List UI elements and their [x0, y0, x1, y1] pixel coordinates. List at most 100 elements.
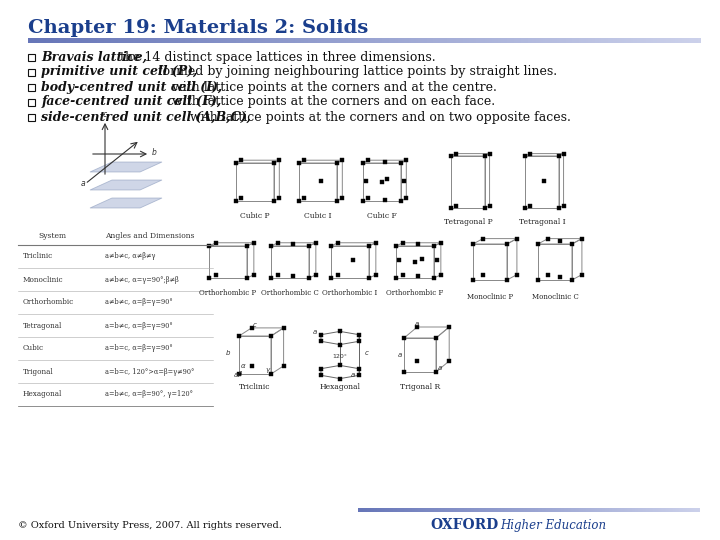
- Bar: [379, 38, 382, 43]
- Bar: [400, 508, 402, 512]
- Bar: [183, 38, 185, 43]
- Bar: [140, 38, 143, 43]
- Bar: [543, 38, 546, 43]
- Bar: [415, 38, 418, 43]
- Bar: [545, 508, 546, 512]
- Bar: [319, 38, 322, 43]
- Bar: [385, 508, 387, 512]
- Bar: [633, 38, 636, 43]
- Bar: [46, 38, 49, 43]
- Bar: [510, 508, 513, 512]
- Bar: [588, 38, 590, 43]
- Bar: [304, 38, 306, 43]
- Text: Orthorhombic: Orthorhombic: [23, 299, 74, 307]
- Bar: [487, 508, 488, 512]
- Bar: [578, 508, 580, 512]
- Bar: [494, 508, 495, 512]
- Polygon shape: [90, 162, 162, 172]
- Bar: [554, 38, 557, 43]
- Text: with lattice points at the corners and on two opposite faces.: with lattice points at the corners and o…: [186, 111, 572, 124]
- Bar: [328, 38, 331, 43]
- Bar: [117, 38, 120, 43]
- Bar: [432, 508, 433, 512]
- Bar: [573, 508, 575, 512]
- Bar: [149, 38, 152, 43]
- Bar: [590, 38, 593, 43]
- Bar: [420, 38, 423, 43]
- Bar: [44, 38, 46, 43]
- Text: with lattice points at the corners and on each face.: with lattice points at the corners and o…: [168, 96, 495, 109]
- Bar: [408, 508, 410, 512]
- Bar: [430, 508, 431, 512]
- Bar: [395, 508, 396, 512]
- Bar: [680, 38, 683, 43]
- Bar: [125, 38, 127, 43]
- Bar: [548, 38, 550, 43]
- Text: 120°: 120°: [333, 354, 348, 359]
- Bar: [174, 38, 176, 43]
- Bar: [647, 38, 649, 43]
- Bar: [655, 38, 658, 43]
- Bar: [485, 508, 486, 512]
- Bar: [655, 508, 657, 512]
- Bar: [675, 508, 677, 512]
- Bar: [566, 38, 568, 43]
- Text: a=b≠c, α=β=γ=90°: a=b≠c, α=β=γ=90°: [105, 321, 173, 329]
- Bar: [434, 508, 436, 512]
- Bar: [440, 38, 443, 43]
- Bar: [508, 508, 509, 512]
- Bar: [608, 508, 609, 512]
- Bar: [552, 38, 555, 43]
- Bar: [611, 38, 613, 43]
- Bar: [572, 508, 574, 512]
- Bar: [456, 508, 458, 512]
- Bar: [657, 508, 658, 512]
- Bar: [42, 38, 44, 43]
- Bar: [66, 38, 69, 43]
- Bar: [360, 508, 362, 512]
- Bar: [691, 38, 694, 43]
- Bar: [409, 508, 411, 512]
- Bar: [609, 508, 611, 512]
- Bar: [668, 508, 670, 512]
- Bar: [584, 508, 585, 512]
- Bar: [218, 38, 221, 43]
- Bar: [497, 508, 499, 512]
- Text: Cubic F: Cubic F: [367, 212, 397, 220]
- Bar: [505, 508, 507, 512]
- Text: Cubic P: Cubic P: [240, 212, 270, 220]
- Bar: [109, 38, 112, 43]
- Bar: [371, 38, 374, 43]
- Bar: [86, 38, 89, 43]
- Bar: [547, 508, 549, 512]
- Text: Trigonal: Trigonal: [23, 368, 54, 375]
- Bar: [375, 38, 378, 43]
- Bar: [433, 508, 435, 512]
- Bar: [133, 38, 136, 43]
- Bar: [457, 508, 459, 512]
- Bar: [659, 508, 661, 512]
- Bar: [562, 508, 564, 512]
- Bar: [480, 38, 483, 43]
- Bar: [579, 508, 581, 512]
- Bar: [616, 508, 617, 512]
- Bar: [480, 508, 482, 512]
- Bar: [603, 38, 606, 43]
- Bar: [429, 38, 432, 43]
- Bar: [250, 38, 253, 43]
- Bar: [207, 38, 210, 43]
- Bar: [467, 508, 468, 512]
- Bar: [426, 508, 427, 512]
- Bar: [406, 508, 408, 512]
- Bar: [631, 508, 632, 512]
- Bar: [79, 38, 82, 43]
- Bar: [621, 38, 624, 43]
- Bar: [451, 508, 453, 512]
- Bar: [95, 38, 98, 43]
- Bar: [441, 508, 443, 512]
- Bar: [684, 508, 685, 512]
- Bar: [553, 508, 554, 512]
- Bar: [447, 38, 449, 43]
- Bar: [539, 38, 541, 43]
- Bar: [178, 38, 181, 43]
